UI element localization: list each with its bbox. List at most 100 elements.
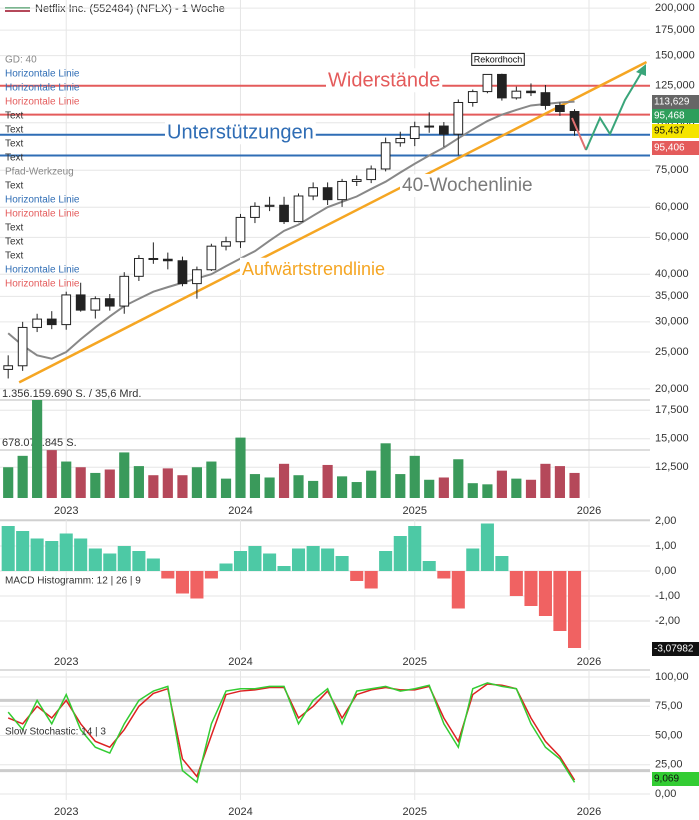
y-tick-label: 0,00	[655, 565, 676, 577]
volume-bar	[220, 478, 232, 498]
candle-body	[119, 275, 130, 307]
candle-body	[438, 125, 449, 135]
macd-bar	[364, 571, 378, 589]
macd-bar	[451, 571, 465, 609]
y-tick-label: 60,000	[655, 201, 689, 213]
candle-body	[409, 126, 420, 139]
legend-entry: Text	[5, 237, 24, 248]
value-badge: 95,437	[654, 126, 685, 137]
volume-bar	[366, 470, 377, 498]
macd-bar	[480, 523, 494, 571]
macd-bar	[132, 551, 146, 571]
volume-bar	[482, 484, 493, 498]
stochastic-line	[7, 682, 576, 784]
macd-bar	[190, 571, 204, 599]
macd-bar	[437, 571, 451, 579]
y-tick-label: 175,000	[655, 24, 695, 36]
legend-entry: Horizontale Linie	[5, 195, 80, 206]
legend-entry: Horizontale Linie	[5, 97, 80, 108]
annotation-bg	[165, 120, 316, 145]
candle-body	[497, 73, 507, 99]
candle-body	[32, 318, 42, 328]
volume-bar	[61, 461, 72, 498]
candle-body	[134, 257, 144, 277]
volume-bar	[32, 400, 43, 498]
annotation-bg	[240, 257, 388, 280]
candle-body	[206, 245, 217, 271]
macd-bar	[248, 546, 262, 571]
value-badge: 113,629	[654, 97, 690, 108]
candle-body	[3, 365, 14, 370]
panel-title: MACD Histogramm: 12 | 26 | 9	[5, 576, 141, 587]
macd-bar	[538, 571, 552, 616]
candle-body	[221, 241, 231, 247]
volume-bar	[322, 464, 333, 498]
candle-body	[395, 137, 406, 144]
y-tick-label: 40,000	[655, 268, 689, 280]
macd-bar	[219, 563, 233, 571]
annotation: 40-Wochenlinie	[402, 175, 533, 196]
candle-body	[148, 257, 159, 260]
volume-bar	[133, 466, 144, 498]
volume-bar	[395, 474, 406, 498]
volume-bar	[206, 461, 217, 498]
candle-body	[366, 168, 377, 181]
candle-body	[177, 260, 188, 285]
x-tick-label: 2026	[577, 806, 601, 818]
chart-title: Netflix Inc. (552484) (NFLX) - 1 Woche	[35, 3, 225, 15]
volume-bar	[351, 482, 362, 498]
macd-bar	[277, 566, 291, 571]
macd-bar	[524, 571, 538, 606]
x-tick-label: 2024	[228, 806, 252, 818]
volume-bar	[511, 478, 522, 498]
y-tick-label: 25,000	[655, 346, 689, 358]
projection-path	[585, 69, 644, 151]
x-tick-label: 2023	[54, 806, 78, 818]
volume-bar	[235, 437, 246, 498]
x-tick-label: 2026	[577, 505, 601, 517]
y-tick-label: 17,500	[655, 404, 689, 416]
legend-entry: Text	[5, 223, 24, 234]
macd-bar	[30, 538, 44, 571]
candle-body	[453, 101, 464, 135]
macd-bar	[291, 548, 306, 571]
y-tick-label: 100,00	[655, 671, 689, 683]
volume-bar	[46, 450, 57, 498]
y-tick-label: 2,00	[655, 515, 676, 527]
volume-bar	[308, 480, 319, 498]
volume-bar	[104, 469, 115, 498]
volume-bar	[191, 467, 202, 498]
y-tick-label: 50,00	[655, 729, 683, 741]
macd-bar	[74, 538, 88, 571]
volume-bar	[249, 474, 261, 498]
y-tick-label: 75,00	[655, 700, 683, 712]
legend-entry: Horizontale Linie	[5, 83, 80, 94]
x-tick-label: 2025	[403, 505, 427, 517]
macd-bar	[146, 558, 160, 571]
y-tick-label: 1,00	[655, 540, 676, 552]
legend-entry: GD: 40	[5, 55, 37, 66]
annotation: Unterstützungen	[167, 121, 314, 143]
volume-bar	[264, 477, 275, 498]
volume-bar	[380, 443, 391, 498]
candle-body	[511, 90, 522, 99]
macd-bar	[568, 571, 582, 648]
annotation: Aufwärtstrendlinie	[242, 259, 385, 279]
y-tick-label: 12,500	[655, 461, 689, 473]
candle-body	[279, 204, 289, 223]
y-tick-label: -1,00	[655, 590, 680, 602]
macd-bar	[263, 553, 277, 571]
volume-bar	[336, 476, 348, 498]
volume-label: 1.356.159.690 S. / 35,6 Mrd.	[2, 388, 141, 400]
x-tick-label: 2024	[228, 505, 252, 517]
volume-bar	[17, 455, 28, 498]
value-badge-bg	[652, 95, 699, 109]
value-badge: 9,069	[654, 774, 679, 785]
legend-entry: Horizontale Linie	[5, 209, 80, 220]
panel-title: Slow Stochastic: 14 | 3	[5, 727, 106, 738]
macd-bar	[466, 548, 480, 571]
volume-bar	[148, 475, 159, 498]
stochastic-line	[7, 683, 576, 781]
candle-body	[526, 90, 536, 94]
legend-entry: Horizontale Linie	[5, 265, 80, 276]
